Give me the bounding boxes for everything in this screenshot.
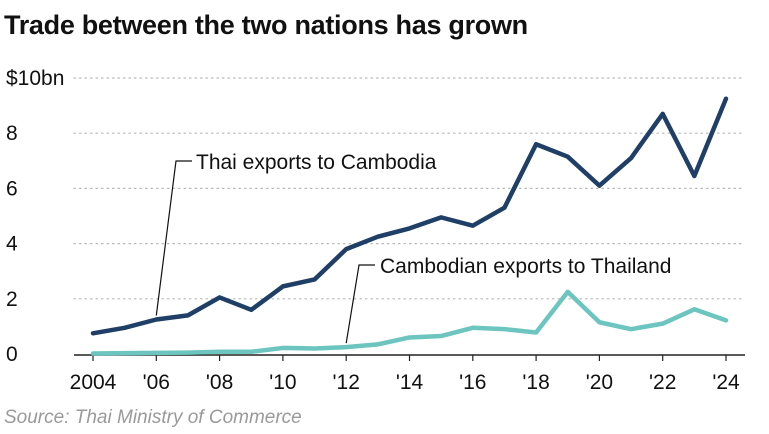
data-point [724,96,728,101]
data-point [724,318,728,323]
x-tick-label: '10 [269,371,296,394]
data-point [281,346,285,350]
x-tick-label: '22 [649,371,676,394]
annotation-leader-cambodian [345,264,375,344]
annotation-label-thai: Thai exports to Cambodia [196,151,437,174]
source-note: Source: Thai Ministry of Commerce [4,407,302,428]
data-point [471,223,475,228]
data-point [439,334,443,338]
series-lines [90,96,729,356]
x-tick-label: 2004 [70,371,117,394]
x-tick-label: '06 [143,371,170,394]
y-tick-label: 4 [6,233,18,256]
x-tick-label: '20 [586,371,613,394]
data-point [344,247,349,251]
data-point [154,317,159,322]
data-point [122,351,127,355]
data-point [122,325,127,330]
annotation-leader-thai [155,160,192,316]
data-point [502,327,507,331]
series-line-cambodian-exports [90,289,729,356]
gridlines [73,77,746,300]
x-tick-label: '14 [396,371,424,394]
data-point [249,349,254,354]
x-tick-label: '12 [333,371,360,394]
y-tick-label: 0 [6,343,18,366]
data-point [91,351,95,356]
data-point [376,342,380,347]
data-point [597,320,602,325]
y-tick-label: 8 [6,122,18,145]
series-line-thai-exports [90,96,729,336]
data-point [376,234,380,239]
data-point [439,215,443,220]
x-tick-label: '08 [206,371,233,394]
data-point [281,284,285,289]
data-point [344,345,349,349]
data-point [154,351,159,355]
y-tick-label: $10bn [6,67,64,90]
data-point [471,325,475,330]
data-point [312,277,317,282]
data-point [186,313,190,318]
data-point [629,327,633,331]
data-point [407,335,412,340]
y-axis-tick-labels: 0 2 4 6 8 $10bn [6,67,64,366]
y-tick-label: 2 [6,288,18,311]
data-point [565,154,570,159]
chart-title: Trade between the two nations has grown [4,10,528,40]
data-point [407,226,412,231]
data-point [312,346,317,351]
x-axis-tick-labels: 2004 '06 '08 '10 '12 '14 '16 '18 '20 '22 '24 [70,371,740,394]
series-annotations: Thai exports to Cambodia Cambodian export… [155,151,671,344]
y-tick-label: 6 [6,177,18,200]
x-tick-label: '18 [522,371,549,394]
data-point [534,142,538,147]
data-point [660,112,665,116]
data-point [597,183,602,188]
data-point [692,174,697,178]
data-point [629,156,633,160]
data-point [186,350,190,355]
x-tick-label: '16 [459,371,486,394]
data-point [91,331,95,336]
data-point [502,205,507,210]
data-point [534,330,538,335]
data-point [692,307,697,312]
data-point [217,295,222,300]
data-point [249,308,254,312]
x-tick-label: '24 [712,371,740,394]
data-point [217,349,222,354]
annotation-label-cambodian: Cambodian exports to Thailand [380,255,671,278]
data-point [565,290,570,294]
x-axis [74,354,745,361]
data-point [660,321,665,326]
